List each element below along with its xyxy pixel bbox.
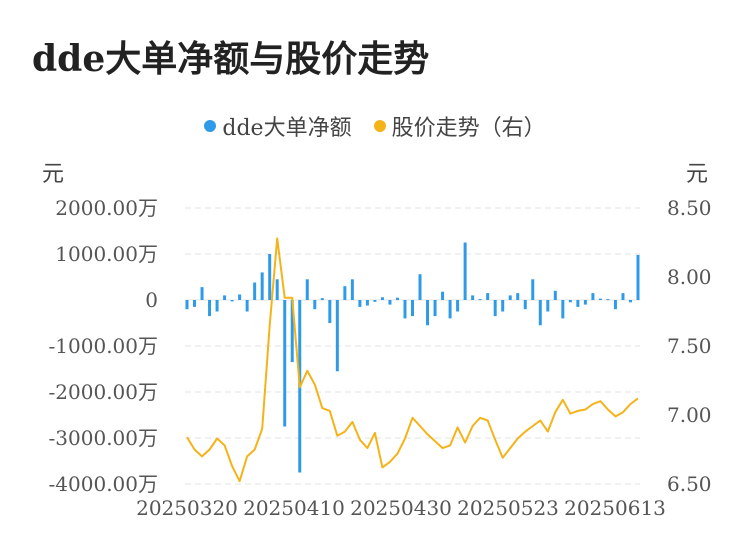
bar — [591, 293, 595, 300]
bar — [471, 295, 475, 300]
bar — [320, 298, 324, 300]
legend-marker-price — [373, 120, 386, 132]
bar — [388, 300, 392, 305]
bar — [523, 300, 527, 310]
y-right-tick-label: 7.00 — [667, 403, 712, 427]
bar — [245, 300, 249, 312]
y-right-tick-label: 8.50 — [667, 196, 712, 220]
bar — [260, 272, 264, 300]
x-tick-label: 20250613 — [564, 496, 666, 520]
bar — [478, 299, 482, 301]
bar — [365, 300, 369, 306]
bar — [606, 299, 610, 301]
y-left-tick-label: -1000.00万 — [49, 334, 158, 358]
x-tick-label: 20250320 — [136, 496, 238, 520]
bar — [628, 300, 632, 303]
bar — [433, 300, 437, 317]
legend-label-dde: dde大单净额 — [222, 116, 352, 141]
bar — [598, 298, 602, 300]
bar — [426, 300, 430, 326]
bar — [200, 287, 204, 300]
y-left-tick-label: -3000.00万 — [49, 426, 158, 450]
y-right-tick-label: 6.50 — [667, 472, 712, 496]
bar — [328, 300, 332, 323]
x-tick-label: 20250523 — [457, 496, 559, 520]
legend-item-dde[interactable]: dde大单净额 — [204, 110, 352, 142]
bar — [456, 300, 460, 312]
y-left-tick-label: 1000.00万 — [55, 242, 158, 266]
bar — [418, 274, 422, 300]
bar — [305, 279, 309, 300]
bar — [613, 300, 617, 310]
legend-item-price[interactable]: 股价走势（右） — [373, 110, 546, 142]
bar — [568, 300, 572, 303]
y-right-tick-label: 7.50 — [667, 334, 712, 358]
left-axis-unit: 元 — [42, 162, 65, 187]
bar — [230, 300, 234, 302]
chart-title: dde大单净额与股价走势 — [32, 38, 430, 80]
bar — [373, 300, 377, 302]
price-line — [186, 237, 639, 483]
bar — [463, 242, 467, 300]
bar — [208, 300, 212, 317]
bar — [313, 300, 317, 310]
bar — [403, 300, 407, 319]
bar — [343, 286, 347, 300]
bar — [516, 293, 520, 300]
y-left-tick-label: 2000.00万 — [55, 196, 158, 220]
bar — [561, 300, 565, 319]
legend-label-price: 股价走势（右） — [391, 116, 546, 141]
bar — [636, 254, 640, 300]
bar — [193, 300, 197, 307]
bar — [546, 300, 550, 312]
bar — [350, 279, 354, 300]
x-tick-label: 20250410 — [243, 496, 345, 520]
y-left-tick-label: 0 — [145, 288, 158, 312]
bar — [283, 300, 287, 427]
y-left-tick-label: -2000.00万 — [49, 380, 158, 404]
bar — [493, 300, 497, 317]
y-right-tick-label: 8.00 — [667, 265, 712, 289]
bar — [380, 297, 384, 300]
bar — [395, 297, 399, 300]
bar — [275, 279, 279, 300]
bar — [441, 291, 445, 300]
bar — [215, 300, 219, 312]
bar — [576, 300, 580, 307]
bar — [411, 300, 414, 317]
bar — [335, 300, 339, 372]
bar — [253, 282, 257, 300]
bar — [583, 300, 587, 305]
bar — [531, 279, 535, 300]
bar — [358, 300, 362, 307]
bar — [268, 254, 272, 300]
bar — [290, 300, 294, 363]
bar — [185, 300, 189, 310]
bar — [553, 290, 557, 300]
bar — [448, 300, 452, 319]
bar — [486, 293, 490, 300]
bar — [223, 295, 227, 300]
bar — [621, 293, 625, 300]
bar — [508, 295, 512, 300]
bar — [501, 300, 505, 312]
bar — [238, 294, 242, 300]
bar — [538, 300, 542, 326]
x-tick-label: 20250430 — [350, 496, 452, 520]
y-left-tick-label: -4000.00万 — [49, 472, 158, 496]
right-axis-unit: 元 — [685, 162, 708, 187]
legend: dde大单净额 股价走势（右） — [0, 110, 750, 142]
legend-marker-dde — [204, 120, 217, 132]
